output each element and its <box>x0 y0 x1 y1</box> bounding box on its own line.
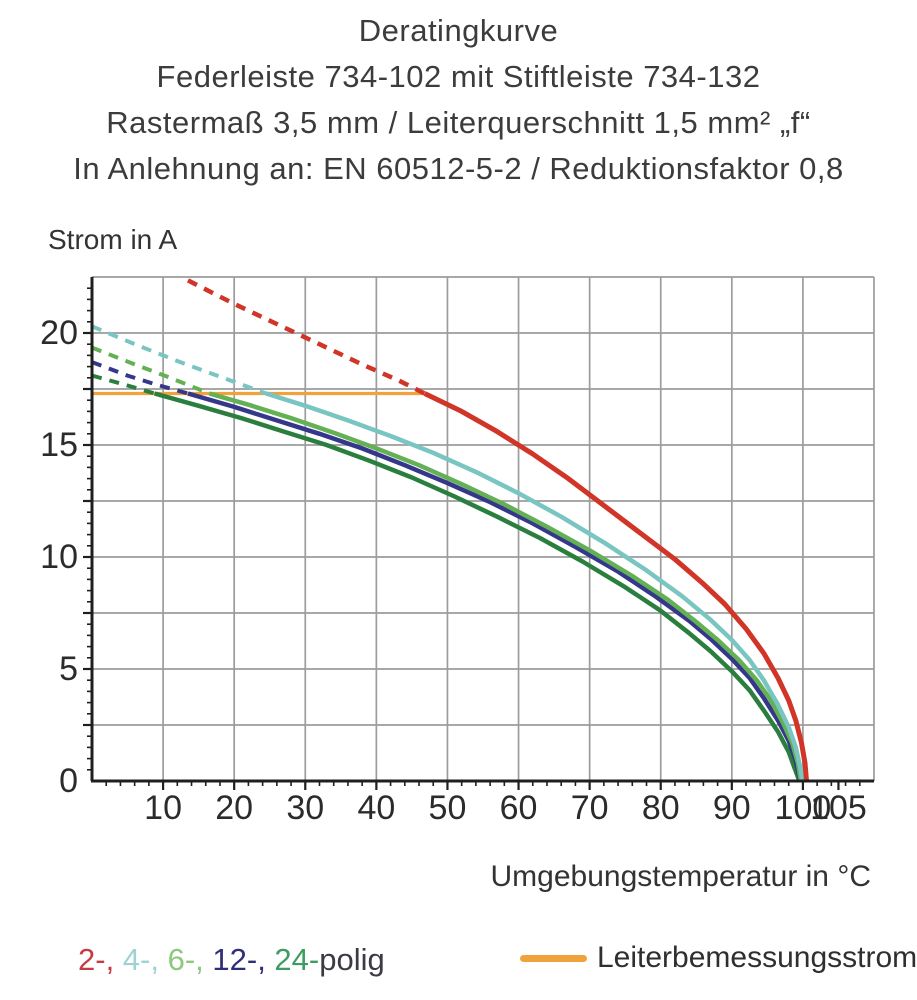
legend-pole-label: 12-, <box>212 942 275 977</box>
rated-current-label: Leiterbemessungsstrom <box>597 941 917 974</box>
x-tick-label: 50 <box>429 789 467 827</box>
title-line-2: Federleiste 734-102 mit Stiftleiste 734-… <box>156 59 761 94</box>
x-tick-label: 20 <box>215 789 253 827</box>
curve-6-polig-dashed <box>91 345 211 396</box>
title-line-1: Deratingkurve <box>358 13 559 48</box>
curve-4-polig-solid <box>265 391 805 782</box>
axes <box>90 277 874 783</box>
legend-pole-label: 2-, <box>78 942 123 977</box>
x-tick-label: 10 <box>144 789 182 827</box>
y-tick-label: 20 <box>40 314 78 352</box>
x-tick-label: 80 <box>642 789 680 827</box>
x-tick-label: 70 <box>571 789 609 827</box>
curve-24-polig-solid <box>153 391 802 782</box>
x-tick-label: 60 <box>500 789 538 827</box>
curve-12-polig-dashed <box>91 360 189 396</box>
gridlines <box>92 276 875 781</box>
curve-6-polig-solid <box>208 391 804 782</box>
x-axis-title: Umgebungstemperatur in °C <box>490 860 871 893</box>
curve-4-polig-dashed <box>91 324 267 396</box>
y-tick-label: 10 <box>40 538 78 576</box>
curve-24-polig-dashed <box>91 373 156 396</box>
curve-12-polig-solid <box>187 391 803 782</box>
curve-2-polig-dashed <box>186 278 426 396</box>
x-tick-label: 100 <box>775 789 832 827</box>
y-tick-label: 0 <box>59 762 78 800</box>
curve-2-polig-solid <box>423 391 809 782</box>
y-tick-label: 5 <box>59 650 78 688</box>
x-tick-label: 105 <box>810 789 867 827</box>
legend-pole-label: 24- <box>274 942 320 977</box>
legend-pole-label: 4-, <box>122 942 168 977</box>
title-line-3: Rastermaß 3,5 mm / Leiterquerschnitt 1,5… <box>106 105 811 140</box>
rated-current-swatch-icon <box>520 955 587 962</box>
y-axis-title: Strom in A <box>48 224 178 255</box>
legend-poles: 2-, 4-, 6-, 12-, 24-polig <box>78 942 385 978</box>
y-tick-label: 15 <box>40 426 78 464</box>
title-line-4: In Anlehnung an: EN 60512-5-2 / Reduktio… <box>73 151 844 186</box>
ticks <box>83 287 861 790</box>
x-tick-label: 90 <box>713 789 751 827</box>
legend-pole-label: 6-, <box>167 942 213 977</box>
title-block: Deratingkurve Federleiste 734-102 mit St… <box>0 8 917 192</box>
x-tick-label: 40 <box>357 789 395 827</box>
x-tick-label: 30 <box>286 789 324 827</box>
curves <box>91 278 809 782</box>
legend-polig-suffix: polig <box>319 942 385 977</box>
